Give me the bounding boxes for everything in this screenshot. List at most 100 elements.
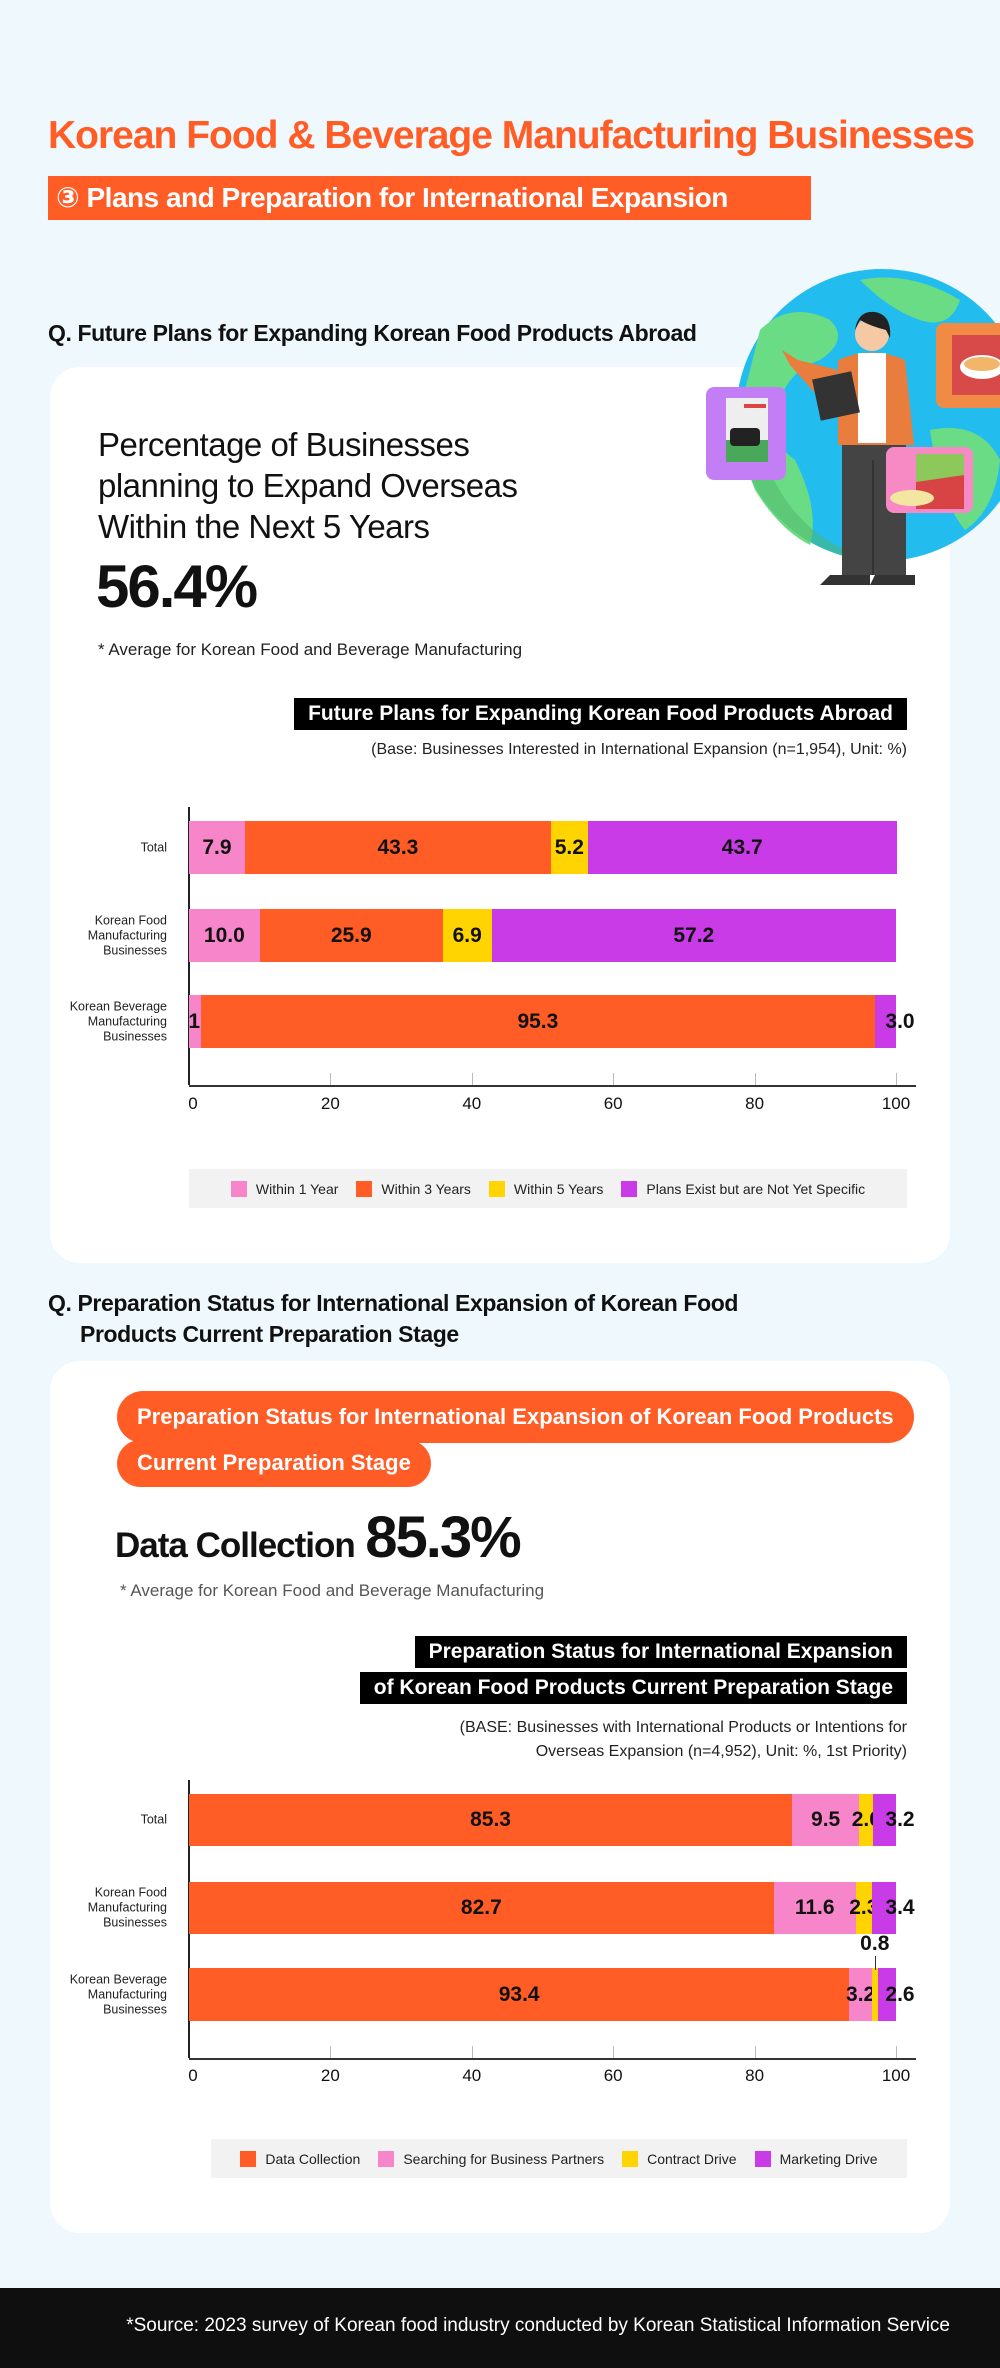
bar-segment	[873, 1794, 896, 1846]
x-tick-label: 100	[881, 1094, 911, 1113]
y-axis-line	[188, 807, 190, 1085]
x-tick-mark	[471, 2046, 473, 2058]
bar-segment	[859, 1794, 874, 1846]
bar-segment	[587, 821, 897, 874]
legend-swatch	[622, 2150, 639, 2167]
x-tick-label: 80	[745, 2066, 765, 2085]
source-note: *Source: 2023 survey of Korean food indu…	[126, 2315, 950, 2336]
preparation-pill-line: Preparation Status for International Exp…	[117, 1391, 914, 1443]
page-title: Korean Food & Beverage Manufacturing Bus…	[48, 114, 975, 157]
chart-2-base-note: (BASE: Businesses with International Pro…	[460, 1716, 907, 1764]
expansion-stat-value: 56.4%	[96, 553, 258, 620]
x-tick-mark	[613, 1073, 615, 1085]
legend-item: Within 3 Years	[356, 1180, 471, 1197]
value-label: 95.3	[517, 1009, 559, 1033]
bar-segment	[871, 1968, 878, 2021]
legend-item: Data Collection	[240, 2150, 361, 2167]
stat-value: 85.3%	[365, 1505, 521, 1570]
ramen-icon	[936, 323, 1000, 408]
category-label: Korean Beverage Manufacturing Businesses	[69, 999, 167, 1043]
x-tick-label: 60	[603, 1094, 623, 1113]
question-2-heading: Q. Preparation Status for International …	[48, 1288, 738, 1350]
legend-label: Contract Drive	[647, 2150, 737, 2167]
legend-label: Searching for Business Partners	[403, 2150, 605, 2167]
bar-segment	[874, 995, 896, 1048]
x-tick-label: 60	[603, 2066, 623, 2085]
legend-swatch	[754, 2150, 771, 2167]
chart-legend: Data Collection Searching for Business Pa…	[211, 2139, 907, 2178]
category-label: Korean Food Manufacturing Businesses	[87, 1885, 167, 1930]
stat-label-line: Within the Next 5 Years	[98, 508, 430, 545]
value-label: 85.3	[470, 1808, 511, 1831]
footnote: * Average for Korean Food and Beverage M…	[120, 1581, 545, 1600]
value-label: 9.5	[811, 1808, 841, 1831]
x-tick-mark	[896, 2046, 897, 2058]
x-tick-label: 40	[462, 2066, 482, 2085]
bar-segment	[877, 1968, 896, 2021]
value-label: 3.2	[885, 1808, 915, 1831]
globe-illustration	[706, 269, 1000, 585]
value-label: 11.6	[794, 1896, 835, 1919]
bar-segment	[550, 821, 588, 874]
question-line: Products Current Preparation Stage	[80, 1321, 459, 1347]
bar-segment	[201, 995, 875, 1048]
value-label: 2.3	[849, 1896, 879, 1919]
chart-1-title: Future Plans for Expanding Korean Food P…	[294, 698, 907, 730]
x-tick-label: 20	[320, 2066, 340, 2085]
value-label: 82.7	[460, 1896, 502, 1919]
stat-label-line: planning to Expand Overseas	[98, 467, 518, 504]
bar-segment	[491, 909, 896, 962]
x-tick-label: 20	[320, 1094, 340, 1113]
x-tick-mark	[330, 1073, 332, 1085]
category-label: Korean Food Manufacturing Businesses	[87, 913, 167, 957]
person-with-tablet-icon	[782, 311, 915, 585]
legend-label: Within 1 Year	[255, 1180, 339, 1197]
chart-2-title-line: of Korean Food Products Current Preparat…	[359, 1672, 907, 1704]
bar-segment	[189, 1968, 850, 2021]
x-axis-line	[189, 1085, 916, 1087]
footer: *Source: 2023 survey of Korean food indu…	[0, 2288, 1000, 2368]
legend-item: Plans Exist but are Not Yet Specific	[621, 1180, 866, 1197]
legend-swatch	[378, 2150, 395, 2167]
bar-segment	[442, 909, 492, 962]
bar-segment	[773, 1882, 856, 1934]
chips-icon	[886, 447, 973, 513]
legend-swatch	[621, 1180, 638, 1197]
x-tick-mark	[330, 2046, 332, 2058]
legend-swatch	[240, 2150, 257, 2167]
value-label: 0.8	[860, 1932, 890, 1955]
bar-segment	[189, 1794, 793, 1846]
x-tick-label: 40	[462, 1094, 482, 1113]
legend-label: Data Collection	[265, 2150, 361, 2167]
value-label: 93.4	[498, 1982, 540, 2006]
bar-segment	[189, 821, 245, 874]
value-label: 3.2	[846, 1982, 876, 2006]
legend-label: Plans Exist but are Not Yet Specific	[646, 1180, 866, 1197]
bar-segment	[792, 1794, 860, 1846]
preparation-pill-line: Current Preparation Stage	[117, 1440, 431, 1487]
expansion-stat-label: Percentage of Businesses planning to Exp…	[98, 424, 518, 547]
legend-item: Marketing Drive	[754, 2150, 878, 2167]
base-note-line: Overseas Expansion (n=4,952), Unit: %, 1…	[535, 1743, 907, 1760]
x-tick-mark	[754, 2046, 756, 2058]
x-tick-label: 0	[188, 1094, 198, 1113]
legend-item: Contract Drive	[622, 2150, 737, 2167]
bar-segment	[189, 1882, 774, 1934]
value-label: 25.9	[330, 923, 372, 947]
x-tick-label: 100	[881, 2066, 911, 2085]
seaweed-snack-icon	[706, 387, 786, 480]
legend-label: Within 5 Years	[513, 1180, 604, 1197]
legend-item: Within 1 Year	[230, 1180, 339, 1197]
chart-legend: Within 1 Year Within 3 Years Within 5 Year…	[189, 1169, 907, 1208]
x-tick-mark	[896, 1073, 897, 1085]
bar-segment	[244, 821, 551, 874]
x-tick-label: 80	[745, 1094, 765, 1113]
chart-2-title-line: Preparation Status for International Exp…	[414, 1636, 907, 1668]
legend-item: Searching for Business Partners	[378, 2150, 605, 2167]
bar-segment	[189, 909, 260, 962]
category-label: Total	[140, 840, 167, 854]
bar-segment	[849, 1968, 872, 2021]
value-label: 3.0	[885, 1009, 915, 1033]
bar-segment	[871, 1882, 896, 1934]
value-label: 57.2	[673, 923, 715, 947]
